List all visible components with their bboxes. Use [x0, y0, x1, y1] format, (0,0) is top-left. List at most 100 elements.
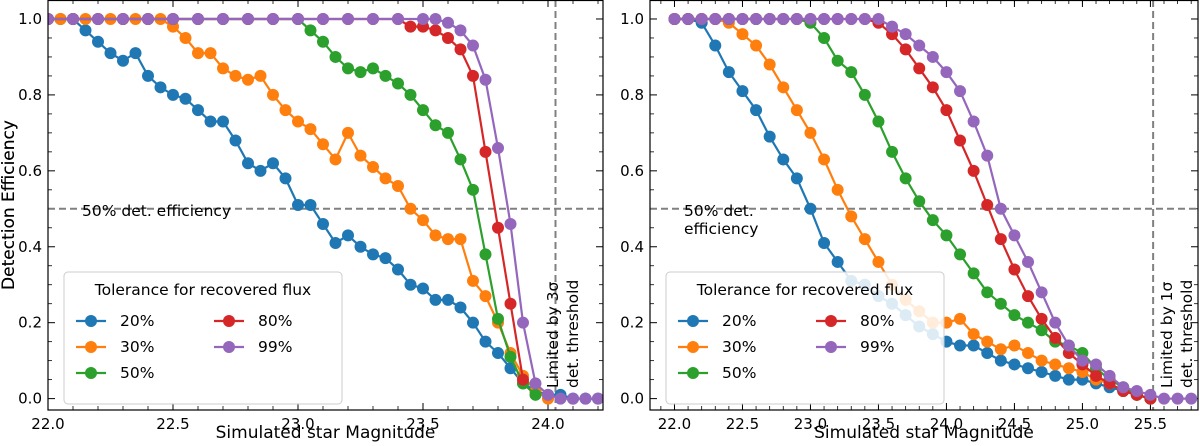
data-point — [872, 115, 885, 128]
data-point — [926, 50, 939, 63]
legend: Tolerance for recovered flux 20% 30% 50% 80%… — [665, 271, 945, 405]
data-point — [981, 286, 994, 299]
series-99pct — [668, 12, 1198, 405]
data-point — [845, 66, 858, 79]
x-tick-label: 24.0 — [531, 415, 564, 433]
data-point — [722, 66, 735, 79]
data-point — [1035, 324, 1048, 337]
legend-swatch-marker — [85, 367, 97, 379]
vline-label: Limited by 3σ — [544, 281, 562, 388]
data-point — [342, 12, 354, 25]
data-point — [79, 24, 92, 37]
data-point — [404, 202, 417, 215]
y-tick-label: 0.8 — [18, 86, 42, 104]
legend-swatch-marker — [825, 315, 837, 327]
data-point — [204, 47, 217, 60]
data-point — [872, 255, 885, 268]
data-point — [750, 104, 763, 117]
data-point — [217, 62, 229, 75]
data-point — [279, 172, 292, 185]
y-tick-label: 0.6 — [620, 162, 644, 180]
data-point — [1049, 369, 1062, 382]
legend-swatch-marker — [85, 315, 97, 327]
x-tick-label: 23.0 — [794, 415, 827, 433]
x-tick-label: 25.5 — [1134, 415, 1167, 433]
y-axis-label: Detection Efficiency — [0, 120, 19, 290]
axes-frame — [649, 0, 1199, 411]
data-point — [967, 115, 980, 128]
data-point — [429, 24, 442, 37]
data-point — [442, 31, 454, 44]
data-point — [1185, 392, 1198, 405]
data-point — [504, 217, 517, 230]
data-point — [342, 229, 354, 242]
legend-label: 80% — [258, 312, 292, 330]
legend-frame — [63, 271, 343, 405]
data-point — [804, 126, 817, 139]
data-point — [267, 157, 279, 170]
data-point — [454, 24, 467, 37]
data-point — [217, 115, 229, 128]
legend-label: 30% — [120, 338, 154, 356]
data-point — [994, 354, 1007, 367]
y-tick-label: 0.0 — [18, 390, 42, 408]
data-point — [967, 339, 980, 352]
data-point — [104, 47, 117, 60]
data-point — [994, 233, 1007, 246]
data-point — [479, 290, 492, 303]
x-tick-label: 25.0 — [1066, 415, 1099, 433]
data-point — [1076, 354, 1089, 367]
data-point — [317, 12, 329, 25]
data-point — [994, 297, 1007, 310]
data-point — [750, 39, 763, 52]
data-point — [981, 335, 994, 348]
data-point — [329, 236, 342, 249]
hline-label: 50% det. efficiency — [82, 202, 231, 220]
data-point — [304, 24, 317, 37]
data-point — [736, 12, 749, 25]
data-point — [1035, 312, 1048, 325]
data-point — [954, 312, 967, 325]
y-tick-label: 0.4 — [620, 238, 644, 256]
data-point — [1022, 316, 1035, 329]
legend-label: 99% — [258, 338, 292, 356]
data-point — [417, 282, 429, 295]
data-point — [831, 54, 844, 67]
y-tick-label: 0.2 — [18, 314, 42, 332]
legend-swatch-marker — [223, 341, 235, 353]
y-axis-label: Detection Efficiency — [0, 120, 19, 290]
legend-swatch-marker — [223, 315, 235, 327]
data-point — [858, 12, 871, 25]
axes-frame — [47, 0, 604, 411]
data-point — [254, 164, 267, 177]
legend: Tolerance for recovered flux 20% 30% 50% 80%… — [63, 271, 343, 405]
legend-label: 99% — [860, 338, 894, 356]
data-point — [329, 153, 342, 166]
data-point — [442, 16, 454, 29]
data-point — [1117, 381, 1130, 394]
data-point — [886, 145, 899, 158]
data-point — [179, 31, 192, 44]
data-point — [845, 12, 858, 25]
data-point — [818, 12, 831, 25]
data-point — [981, 347, 994, 360]
legend-swatch-marker — [687, 341, 699, 353]
data-point — [117, 54, 129, 67]
data-point — [304, 123, 317, 136]
data-point — [92, 35, 104, 48]
data-point — [790, 104, 803, 117]
data-point — [1035, 354, 1048, 367]
data-point — [442, 293, 454, 306]
data-point — [429, 293, 442, 306]
vline-label: det. threshold — [564, 280, 582, 388]
data-point — [1022, 255, 1035, 268]
data-point — [192, 12, 204, 25]
y-tick-label: 1.0 — [620, 10, 644, 28]
data-point — [804, 202, 817, 215]
data-point — [329, 50, 342, 63]
data-point — [204, 115, 217, 128]
data-point — [229, 134, 242, 147]
data-point — [954, 85, 967, 98]
data-point — [899, 28, 912, 41]
